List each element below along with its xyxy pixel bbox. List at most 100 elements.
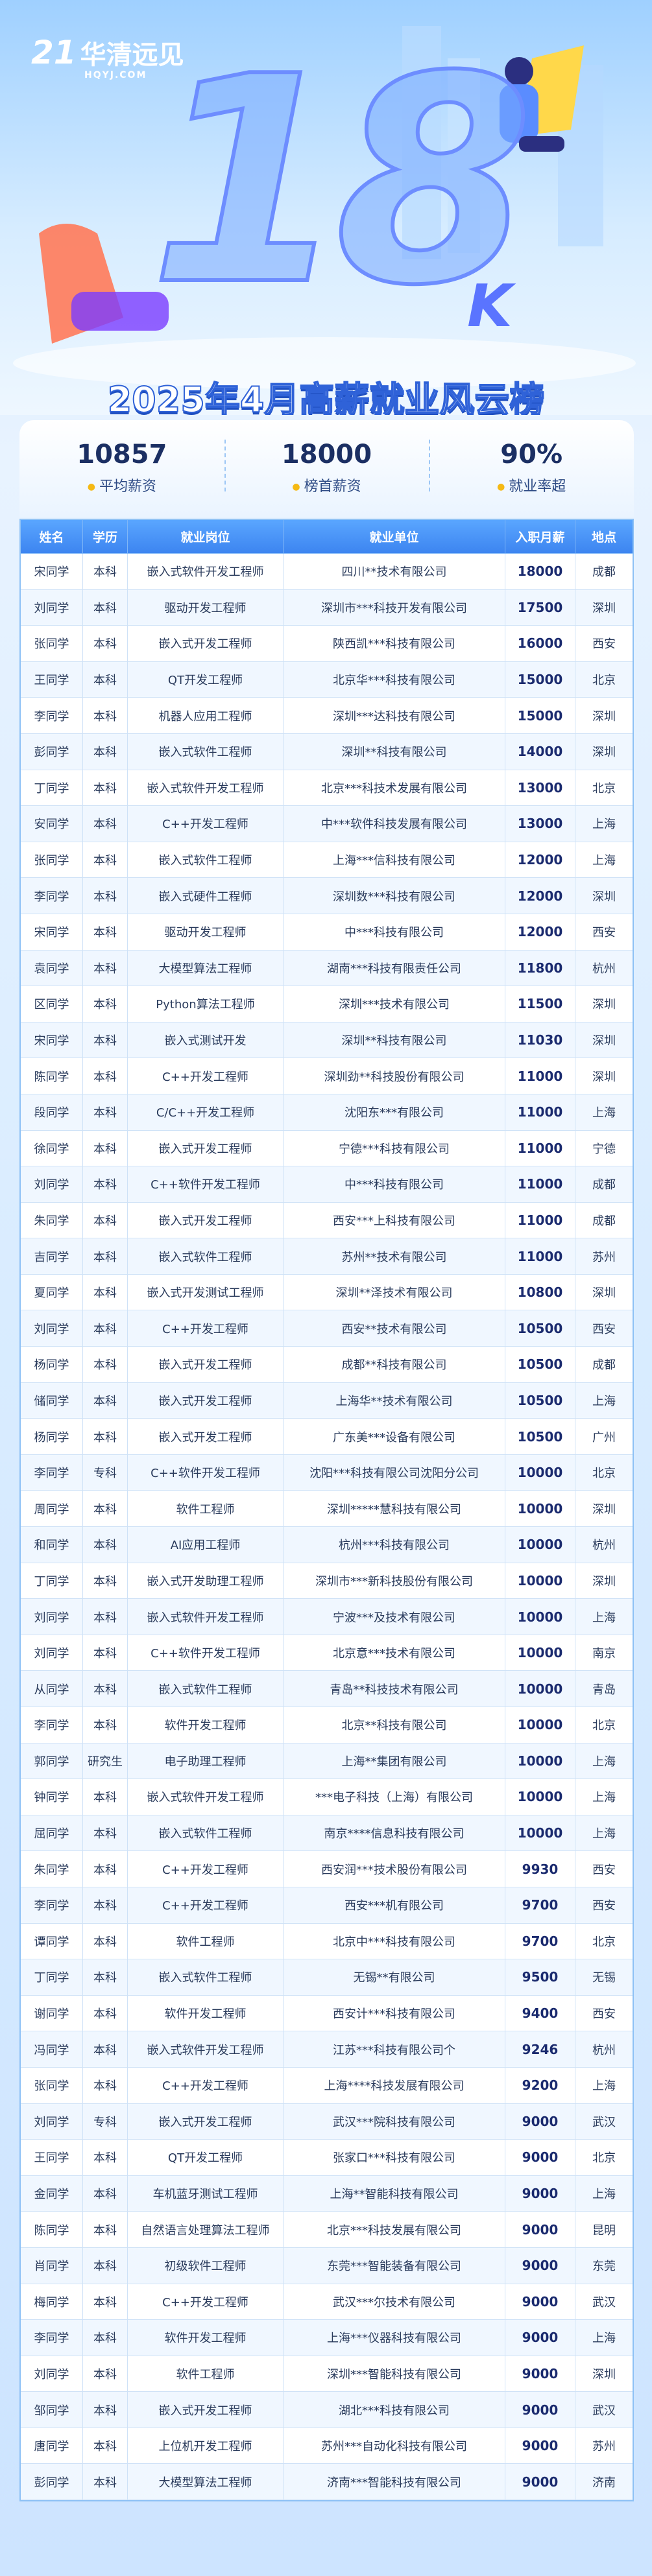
table-cell: 苏州***自动化科技有限公司 [284,2428,505,2464]
table-row: 陈同学 本科 自然语言处理算法工程师 北京***科技发展有限公司 9000 昆明 [21,2212,633,2248]
table-row: 刘同学 专科 嵌入式开发工程师 武汉***院科技有限公司 9000 武汉 [21,2103,633,2140]
table-cell: 本科 [83,1707,128,1743]
table-cell: 上海 [575,806,633,842]
column-header: 地点 [575,520,633,554]
stat-label: 平均薪资 [19,475,224,495]
table-cell: 软件开发工程师 [128,2320,284,2356]
table-cell: 夏同学 [21,1274,83,1311]
table-cell: 15000 [505,698,575,734]
table-cell: 昆明 [575,2212,633,2248]
table-cell: 东莞 [575,2248,633,2284]
table-cell: 西安 [575,626,633,662]
table-cell: 上海 [575,1743,633,1780]
table-row: 王同学 本科 QT开发工程师 张家口***科技有限公司 9000 北京 [21,2140,633,2176]
table-cell: 深圳 [575,1275,633,1311]
table-cell: 武汉 [575,2104,633,2140]
table-cell: 李同学 [21,1887,83,1924]
big-unit: K [467,272,513,340]
table-cell: 上位机开发工程师 [128,2428,284,2464]
table-cell: 北京中***科技有限公司 [284,1923,505,1960]
table-cell: 深圳 [575,878,633,914]
table-cell: 西安计***科技有限公司 [284,1995,505,2032]
table-cell: 本科 [83,1238,128,1275]
table-cell: 9930 [505,1851,575,1887]
table-cell: 本科 [83,2428,128,2464]
table-row: 丁同学 本科 嵌入式软件开发工程师 北京***科技术发展有限公司 13000 北京 [21,770,633,807]
table-cell: 上海 [575,1599,633,1635]
stat-item: 90% 就业率超 [429,420,634,517]
table-cell: 本科 [83,2464,128,2501]
table-cell: 湖南***科技有限责任公司 [284,950,505,987]
table-cell: 冯同学 [21,2031,83,2068]
table-cell: 肖同学 [21,2247,83,2284]
table-row: 刘同学 本科 C++软件开发工程师 中***科技有限公司 11000 成都 [21,1166,633,1203]
table-row: 区同学 本科 Python算法工程师 深圳***技术有限公司 11500 深圳 [21,986,633,1022]
table-cell: 刘同学 [21,589,83,626]
table-cell: 西安润***技术股份有限公司 [284,1851,505,1887]
column-header: 就业单位 [284,520,505,554]
logo: 21 华清远见 HQYJ.COM [31,34,184,80]
table-cell: 成都 [575,1347,633,1383]
table-cell: 储同学 [21,1382,83,1419]
table-cell: 上海 [575,2176,633,2212]
table-cell: 王同学 [21,661,83,698]
table-cell: 嵌入式硬件工程师 [128,878,284,914]
table-cell: 无锡 [575,1959,633,1996]
table-cell: 10000 [505,1743,575,1780]
table-cell: 上海 [575,2320,633,2356]
stat-value: 10857 [77,440,167,469]
table-cell: 深圳**科技有限公司 [284,733,505,770]
table-cell: 北京 [575,1707,633,1743]
table-row: 朱同学 本科 C++开发工程师 西安润***技术股份有限公司 9930 西安 [21,1851,633,1887]
table-cell: 10000 [505,1527,575,1563]
table-cell: 深圳 [575,734,633,770]
table-row: 周同学 本科 软件工程师 深圳*****慧科技有限公司 10000 深圳 [21,1491,633,1528]
table-cell: 9000 [505,2212,575,2248]
table-row: 彭同学 本科 嵌入式软件工程师 深圳**科技有限公司 14000 深圳 [21,733,633,770]
table-cell: 苏州**技术有限公司 [284,1238,505,1275]
table-cell: 驱动开发工程师 [128,589,284,626]
table-cell: 9700 [505,1923,575,1960]
table-cell: 彭同学 [21,733,83,770]
table-cell: 深圳 [575,1058,633,1094]
table-cell: 11030 [505,1022,575,1059]
logo-name: 华清远见 [80,40,184,70]
table-cell: 嵌入式开发工程师 [128,1347,284,1383]
column-header: 姓名 [21,520,83,554]
table-cell: 11800 [505,950,575,987]
table-cell: 杨同学 [21,1419,83,1455]
table-cell: 本科 [83,1563,128,1600]
table-cell: 北京 [575,770,633,807]
table-cell: 王同学 [21,2140,83,2176]
table-cell: 专科 [83,1454,128,1491]
table-cell: 北京意***技术有限公司 [284,1635,505,1672]
table-cell: 上海 [575,842,633,879]
table-cell: 北京 [575,1455,633,1491]
table-cell: 软件开发工程师 [128,1995,284,2032]
table-cell: 本科 [83,1851,128,1887]
table-cell: 武汉***院科技有限公司 [284,2103,505,2140]
table-cell: 本科 [83,2212,128,2248]
table-cell: 陈同学 [21,2212,83,2248]
table-cell: 14000 [505,733,575,770]
table-cell: 深圳***达科技有限公司 [284,698,505,734]
table-cell: 嵌入式软件开发工程师 [128,2031,284,2068]
table-cell: 9400 [505,1995,575,2032]
table-cell: 武汉 [575,2284,633,2321]
table-cell: 武汉***尔技术有限公司 [284,2284,505,2321]
table-cell: 18000 [505,554,575,590]
table-row: 宋同学 本科 嵌入式测试开发 深圳**科技有限公司 11030 深圳 [21,1022,633,1059]
table-cell: 张同学 [21,842,83,879]
table-cell: 上海 [575,2068,633,2104]
table-cell: 本科 [83,1527,128,1563]
table-row: 冯同学 本科 嵌入式软件开发工程师 江苏***科技有限公司个 9246 杭州 [21,2031,633,2068]
stat-item: 18000 榜首薪资 [224,420,429,517]
table-cell: 本科 [83,2284,128,2321]
table-cell: 西安 [575,914,633,951]
table-row: 丁同学 本科 嵌入式开发助理工程师 深圳市***新科技股份有限公司 10000 深圳 [21,1563,633,1600]
table-cell: 本科 [83,1887,128,1924]
column-header: 就业岗位 [128,520,284,554]
table-cell: 谢同学 [21,1995,83,2032]
table-cell: C++开发工程师 [128,806,284,842]
